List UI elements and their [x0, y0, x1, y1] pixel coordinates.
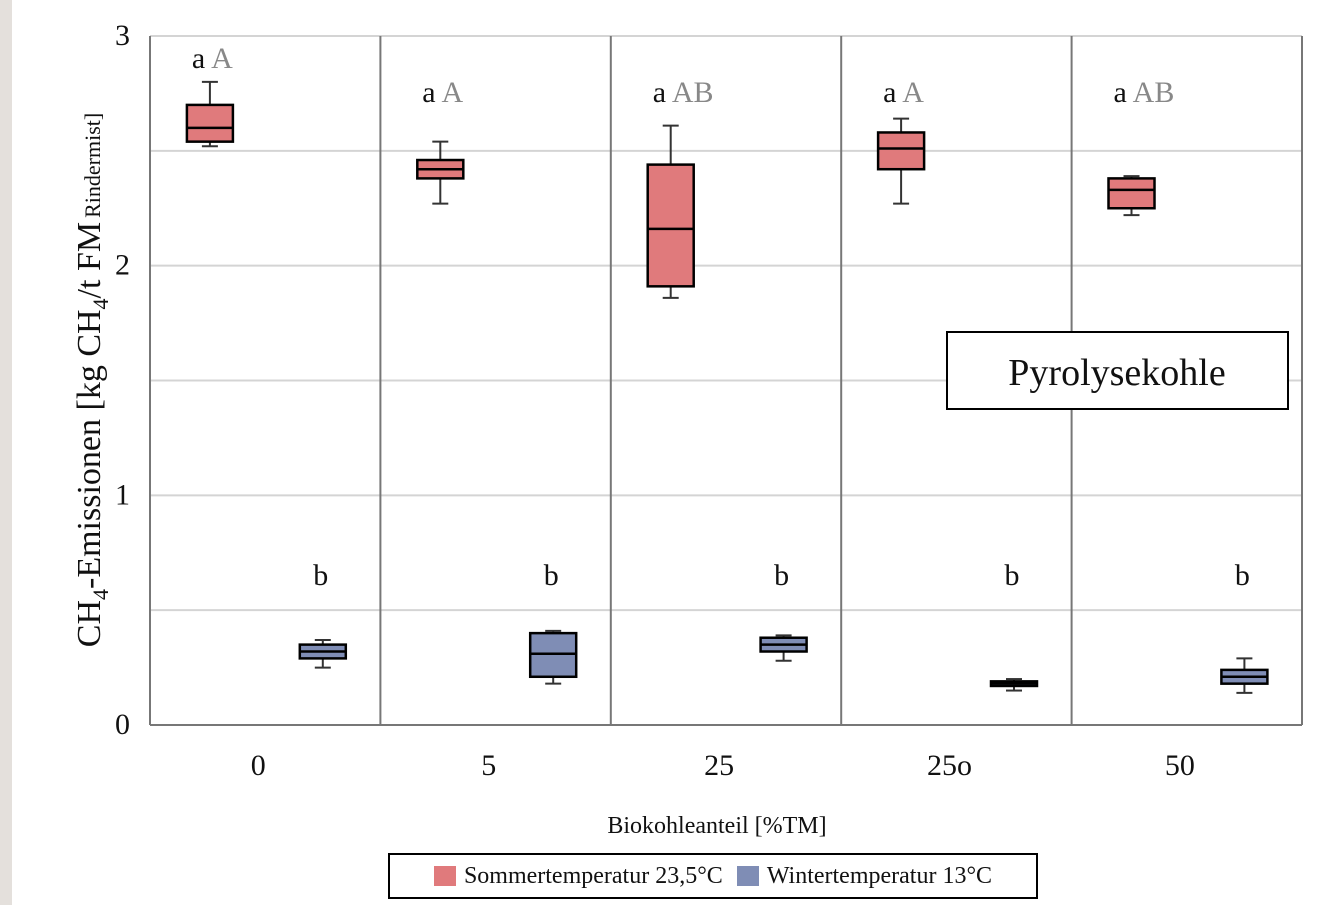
- letter-lower: a: [422, 76, 441, 109]
- box-winter-3: [989, 678, 1039, 692]
- letter-upper: AB: [672, 76, 714, 109]
- box-summer-3: [876, 117, 926, 205]
- box-iqr: [185, 103, 235, 143]
- box-summer-0: [185, 80, 235, 148]
- letter-lower: a: [653, 76, 672, 109]
- boxes: [185, 80, 1269, 694]
- letter-upper: AB: [1133, 76, 1175, 109]
- axes: [149, 36, 1303, 726]
- x-tick-label: 25o: [927, 749, 972, 782]
- box-iqr: [876, 131, 926, 171]
- x-axis-label: Biokohleanteil [%TM]: [607, 813, 826, 839]
- grid-lines: [150, 35, 1302, 726]
- letter-winter-0: b: [313, 559, 328, 592]
- box-summer-2: [646, 124, 695, 299]
- letter-winter-3: b: [1005, 559, 1020, 592]
- y-tick-label: 1: [115, 478, 130, 511]
- y-tick-label: 2: [115, 249, 130, 282]
- box-winter-2: [759, 634, 808, 662]
- legend-entry-summer: Sommertemperatur 23,5°C: [433, 862, 723, 890]
- letter-lower: a: [1114, 76, 1133, 109]
- letter-lower: a: [883, 76, 902, 109]
- letter-summer-1: a A: [422, 76, 463, 109]
- box-iqr: [646, 163, 695, 288]
- letter-winter-1: b: [544, 559, 559, 592]
- x-tick-label: 0: [251, 749, 266, 782]
- letter-summer-4: a AB: [1114, 76, 1175, 109]
- box-iqr: [1107, 177, 1156, 210]
- letter-lower: a: [192, 42, 211, 75]
- legend-label-winter: Wintertemperatur 13°C: [766, 862, 993, 889]
- x-tick-label: 50: [1165, 749, 1195, 782]
- letter-winter-4: b: [1235, 559, 1250, 592]
- letter-summer-3: a A: [883, 76, 924, 109]
- letter-winter-2: b: [774, 559, 789, 592]
- letter-summer-0: a A: [192, 42, 233, 75]
- y-tick-label: 3: [115, 19, 130, 52]
- box-winter-4: [1220, 657, 1269, 694]
- annotation-text: Pyrolysekohle: [1008, 352, 1225, 394]
- letter-upper: A: [441, 76, 463, 109]
- winter-swatch: [736, 866, 759, 886]
- box-winter-0: [298, 639, 348, 669]
- y-tick-labels: 0 1 2 3: [115, 19, 130, 741]
- box-winter-1: [528, 629, 578, 685]
- legend-label-summer: Sommertemperatur 23,5°C: [463, 862, 723, 889]
- letter-summer-2: a AB: [653, 76, 714, 109]
- letter-upper: A: [211, 42, 233, 75]
- y-axis-label: CH4-Emissionen [kg CH4/t FMRindermist]: [71, 113, 113, 647]
- box-summer-1: [416, 140, 465, 205]
- legend: Sommertemperatur 23,5°C Wintertemperatur…: [388, 853, 1038, 899]
- summer-swatch: [433, 866, 456, 886]
- x-tick-label: 25: [704, 749, 734, 782]
- x-tick-label: 5: [481, 749, 496, 782]
- legend-entry-winter: Wintertemperatur 13°C: [736, 862, 993, 890]
- box-summer-4: [1107, 175, 1156, 217]
- letter-upper: A: [902, 76, 924, 109]
- annotation-box: [946, 331, 1289, 410]
- x-tick-labels: 0 5 25 25o 50: [251, 749, 1195, 782]
- y-tick-label: 0: [115, 708, 130, 741]
